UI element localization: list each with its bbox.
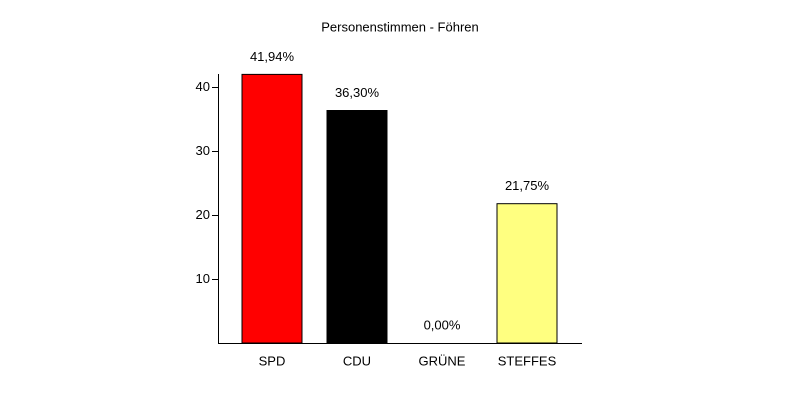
x-tick-label: SPD (259, 353, 286, 368)
x-tick-label: GRÜNE (419, 353, 466, 368)
bar (326, 110, 388, 344)
y-tick-label: 20 (196, 207, 210, 222)
y-tick-label: 30 (196, 143, 210, 158)
x-tick-label: STEFFES (498, 353, 557, 368)
bar (496, 203, 558, 344)
value-label: 36,30% (335, 85, 380, 100)
x-tick-label: CDU (343, 353, 371, 368)
value-label: 0,00% (424, 317, 461, 332)
bar (241, 73, 303, 344)
value-label: 41,94% (250, 49, 295, 64)
value-label: 21,75% (505, 178, 550, 193)
y-tick-label: 10 (196, 271, 210, 286)
y-tick-label: 40 (196, 79, 210, 94)
chart-title: Personenstimmen - Föhren (321, 19, 479, 34)
